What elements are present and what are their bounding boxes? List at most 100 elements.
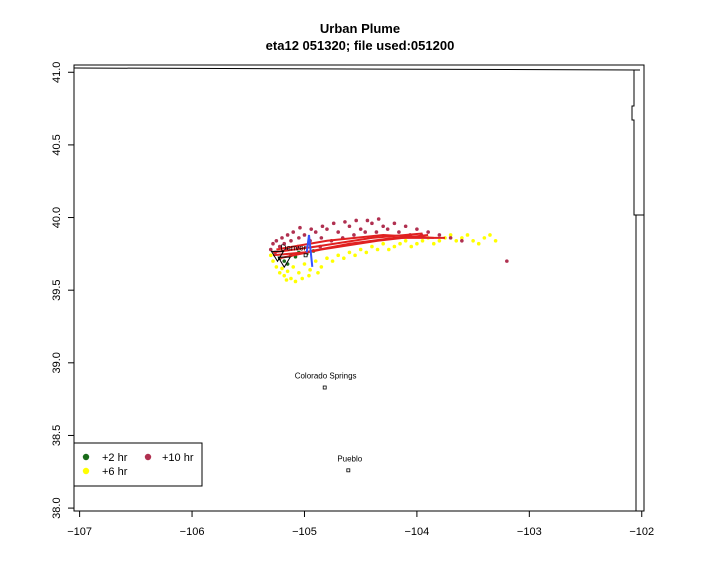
data-point: [291, 265, 296, 269]
data-point: [392, 221, 397, 226]
data-point: [448, 233, 453, 237]
legend: +2 hr +6 hr +10 hr: [73, 442, 203, 487]
x-tick-label: −106: [180, 526, 205, 538]
trajectory-line: [279, 234, 429, 260]
data-point: [415, 241, 419, 246]
y-tick-label: 40.5: [51, 134, 63, 155]
x-tick-label: −103: [517, 526, 542, 538]
y-axis: 38.0 38.5 39.0 39.5 40.0 40.5 41.0: [51, 62, 74, 519]
data-point: [375, 247, 380, 252]
data-point: [285, 269, 290, 274]
data-point: [347, 250, 352, 255]
data-point: [392, 244, 397, 249]
city-label: Colorado Springs: [295, 372, 357, 381]
data-point: [277, 244, 282, 249]
data-point: [282, 273, 287, 278]
legend-box: [73, 442, 203, 487]
data-point: [358, 247, 363, 252]
data-point: [364, 250, 369, 255]
data-point: [476, 241, 481, 246]
data-point: [397, 230, 401, 234]
trajectory-lines: [272, 232, 445, 268]
data-point: [284, 278, 289, 282]
data-point: [300, 276, 305, 281]
data-point: [385, 227, 390, 231]
data-point: [336, 253, 341, 258]
data-point: [289, 238, 293, 243]
data-point: [280, 266, 284, 271]
data-point: [308, 268, 312, 272]
data-point: [274, 265, 279, 269]
data-point: [347, 224, 352, 229]
data-point: [302, 233, 307, 237]
data-point: [352, 233, 356, 237]
city-label: Denver: [281, 243, 307, 252]
data-point: [313, 230, 318, 234]
data-point: [282, 241, 287, 246]
city-marker: [346, 468, 351, 473]
data-point: [353, 253, 357, 258]
data-point: [330, 259, 335, 263]
data-point: [482, 236, 487, 240]
data-point: [319, 236, 324, 240]
data-point: [409, 244, 414, 249]
data-point: [309, 227, 314, 231]
data-point: [280, 236, 284, 240]
data-point: [415, 227, 419, 231]
source-triangle: [277, 256, 292, 269]
data-point: [386, 247, 391, 252]
data-point: [374, 230, 379, 234]
data-point: [381, 224, 385, 229]
data-point: [297, 270, 301, 275]
legend-label-2hr: +2 hr: [102, 452, 128, 464]
data-point: [336, 230, 341, 234]
map-boundaries: [73, 67, 644, 511]
y-tick-label: 41.0: [51, 62, 63, 83]
data-point: [431, 241, 436, 246]
data-point: [465, 233, 470, 237]
state-border-east: [631, 70, 637, 511]
data-point: [319, 265, 324, 269]
data-point: [268, 247, 273, 252]
data-point: [325, 256, 329, 261]
city-marker: [303, 253, 308, 258]
data-point: [320, 224, 325, 229]
x-axis: −107 −106 −105 −104 −103 −102: [67, 511, 654, 538]
data-point: [354, 218, 358, 223]
y-tick-label: 38.0: [51, 497, 63, 518]
data-point: [448, 236, 453, 240]
data-point: [307, 273, 311, 278]
trajectory-line: [305, 234, 314, 268]
x-tick-label: −107: [67, 526, 92, 538]
plot-frame: [73, 64, 645, 512]
data-point: [363, 230, 367, 234]
data-point: [493, 238, 498, 243]
data-point: [370, 221, 374, 226]
data-point: [471, 238, 475, 243]
state-border-north: [73, 67, 641, 71]
data-point: [291, 230, 296, 234]
data-point: [342, 256, 346, 261]
data-point: [271, 241, 275, 246]
data-point: [454, 238, 459, 243]
legend-marker-10hr: [144, 453, 152, 461]
source-triangle: [270, 250, 285, 263]
data-point: [403, 224, 408, 229]
data-point: [343, 220, 347, 224]
y-tick-label: 39.0: [51, 352, 63, 373]
data-point: [316, 270, 320, 275]
data-point: [313, 259, 318, 263]
data-point: [376, 217, 381, 221]
city-label: Pueblo: [337, 454, 362, 463]
data-point: [505, 259, 509, 263]
data-point: [420, 238, 425, 243]
data-point: [285, 233, 290, 237]
data-point: [370, 244, 374, 249]
data-point: [293, 279, 298, 284]
legend-label-10hr: +10 hr: [162, 452, 194, 464]
legend-label-6hr: +6 hr: [102, 466, 128, 478]
y-tick-label: 40.0: [51, 207, 63, 228]
data-point: [358, 227, 363, 231]
x-tick-label: −105: [292, 526, 317, 538]
